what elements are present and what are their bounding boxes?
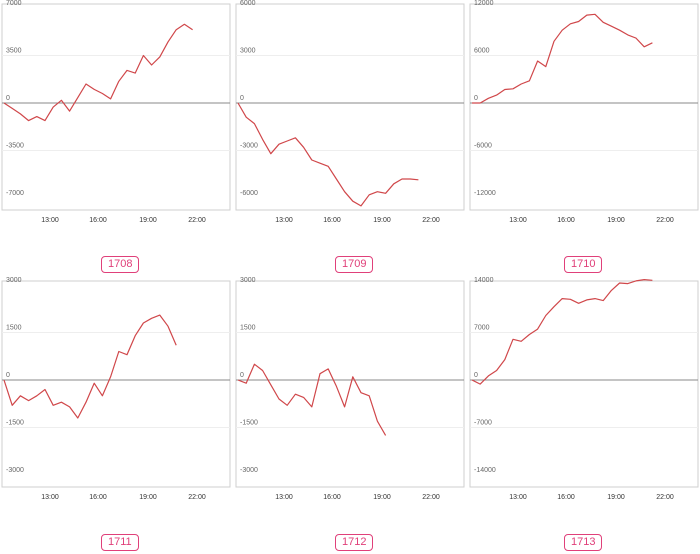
plot-frame [1,3,231,211]
contract-label-1708[interactable]: 1708 [101,256,140,273]
y-tick-label: 0 [240,372,244,379]
x-tick-label: 22:00 [656,494,674,501]
y-tick-label: 1500 [6,325,22,332]
series-line [3,314,177,419]
chart-panel-1711: 3000 1500 0 -1500 -3000 13:00 16:00 19:00 22:00 … [0,277,232,554]
series-line [237,363,387,436]
line-chart-1708: 7000 3500 0 -3500 -7000 13:00 16:00 19:00 22:00 [1,0,231,224]
x-tick-label: 22:00 [656,217,674,224]
y-tick-label: 3000 [240,48,256,55]
x-tick-label: 16:00 [323,217,341,224]
line-chart-1711: 3000 1500 0 -1500 -3000 13:00 16:00 19:00 22:00 [1,277,231,501]
contract-label-1709[interactable]: 1709 [335,256,374,273]
x-tick-label: 16:00 [89,217,107,224]
plot-frame [235,280,465,488]
series-line [471,278,653,385]
y-tick-label: -1500 [240,420,258,427]
y-tick-label: -14000 [474,467,496,474]
x-tick-label: 13:00 [509,494,527,501]
y-tick-label: 6000 [474,48,490,55]
x-tick-label: 22:00 [422,494,440,501]
y-tick-label: 3000 [6,277,22,284]
y-tick-label: -7000 [474,420,492,427]
x-tick-label: 13:00 [41,217,59,224]
x-tick-label: 13:00 [41,494,59,501]
y-tick-label: 7000 [474,325,490,332]
y-tick-label: -3000 [240,143,258,150]
x-tick-label: 19:00 [373,494,391,501]
x-tick-label: 22:00 [422,217,440,224]
x-tick-label: 16:00 [557,494,575,501]
x-tick-label: 22:00 [188,217,206,224]
y-tick-label: -3500 [6,143,24,150]
contract-label-1713[interactable]: 1713 [564,534,603,551]
x-tick-label: 16:00 [557,217,575,224]
chart-panel-1708: 7000 3500 0 -3500 -7000 13:00 16:00 19:00 22:00 … [0,0,232,277]
x-tick-label: 16:00 [89,494,107,501]
y-tick-label: 12000 [474,0,494,7]
series-line [472,13,653,104]
chart-panel-1710: 12000 6000 0 -6000 -12000 13:00 16:00 19:00 22:0… [468,0,700,277]
x-tick-label: 19:00 [373,217,391,224]
chart-panel-1712: 3000 1500 0 -1500 -3000 13:00 16:00 19:00 22:00 … [234,277,466,554]
x-tick-label: 22:00 [188,494,206,501]
line-chart-1713: 14000 7000 0 -7000 -14000 13:00 16:00 19:00 22:0… [469,277,699,501]
line-chart-1710: 12000 6000 0 -6000 -12000 13:00 16:00 19:00 22:0… [469,0,699,224]
x-tick-label: 19:00 [607,494,625,501]
y-tick-label: -3000 [240,467,258,474]
y-tick-label: -1500 [6,420,24,427]
y-tick-label: 14000 [474,277,494,284]
x-tick-label: 16:00 [323,494,341,501]
contract-label-1710[interactable]: 1710 [564,256,603,273]
plot-frame [235,3,465,211]
plot-frame [1,280,231,488]
x-tick-label: 19:00 [139,494,157,501]
plot-frame [469,280,699,488]
x-tick-label: 19:00 [139,217,157,224]
line-chart-1712: 3000 1500 0 -1500 -3000 13:00 16:00 19:00 22:00 [235,277,465,501]
y-tick-label: -3000 [6,467,24,474]
y-tick-label: -7000 [6,190,24,197]
x-tick-label: 13:00 [275,494,293,501]
y-tick-label: 3500 [6,48,22,55]
line-chart-1709: 6000 3000 0 -3000 -6000 13:00 16:00 19:00 22:00 [235,0,465,224]
y-tick-label: 6000 [240,0,256,7]
chart-panel-1709: 6000 3000 0 -3000 -6000 13:00 16:00 19:00 22:00 … [234,0,466,277]
y-tick-label: 0 [6,372,10,379]
y-tick-label: 0 [474,95,478,102]
plot-frame [469,3,699,211]
y-tick-label: 0 [6,95,10,102]
series-line [237,102,419,207]
y-tick-label: 3000 [240,277,256,284]
y-tick-label: -12000 [474,190,496,197]
y-tick-label: -6000 [240,190,258,197]
contract-label-1711[interactable]: 1711 [101,534,139,551]
x-tick-label: 13:00 [509,217,527,224]
contract-label-1712[interactable]: 1712 [335,534,374,551]
y-tick-label: 1500 [240,325,256,332]
series-line [3,23,193,122]
x-tick-label: 13:00 [275,217,293,224]
y-tick-label: 7000 [6,0,22,7]
y-tick-label: 0 [240,95,244,102]
chart-panel-1713: 14000 7000 0 -7000 -14000 13:00 16:00 19:00 22:0… [468,277,700,554]
y-tick-label: -6000 [474,143,492,150]
y-tick-label: 0 [474,372,478,379]
x-tick-label: 19:00 [607,217,625,224]
